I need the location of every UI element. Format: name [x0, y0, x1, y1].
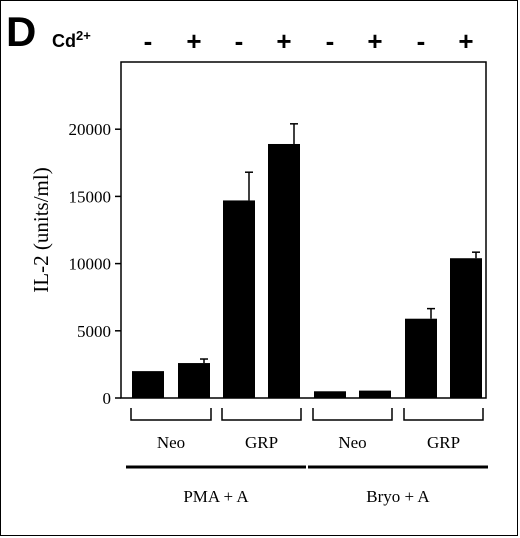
y-tick-label: 15000 — [69, 187, 112, 206]
bar — [405, 318, 437, 398]
bar — [268, 143, 300, 398]
bar — [314, 391, 346, 398]
cell-group-bracket — [403, 408, 484, 421]
cadmium-minus: - — [417, 26, 426, 56]
cadmium-minus: - — [326, 26, 335, 56]
bar — [178, 363, 210, 398]
cadmium-minus: - — [235, 26, 244, 56]
cadmium-label-superscript: 2+ — [76, 28, 91, 43]
cadmium-minus: - — [144, 26, 153, 56]
cell-group-bracket — [221, 408, 302, 421]
y-tick-label: 0 — [103, 389, 112, 408]
bar — [450, 258, 482, 398]
plot-area — [120, 61, 487, 399]
y-tick-label: 5000 — [77, 322, 111, 341]
cell-group-bracket — [312, 408, 393, 421]
cadmium-label: Cd2+ — [52, 28, 91, 51]
cadmium-plus: + — [367, 26, 382, 56]
cadmium-plus: + — [276, 26, 291, 56]
stimulation-group-label: Bryo + A — [366, 487, 430, 506]
y-tick-label: 10000 — [69, 255, 112, 274]
stimulation-group-label: PMA + A — [183, 487, 249, 506]
cell-group-label: Neo — [338, 433, 366, 452]
cell-group-bracket — [130, 408, 212, 421]
y-axis-label: IL-2 (units/ml) — [29, 167, 53, 292]
cell-group-label: GRP — [245, 433, 278, 452]
cell-group-label: GRP — [427, 433, 460, 452]
cadmium-plus: + — [186, 26, 201, 56]
bar — [359, 390, 391, 398]
panel-label: D — [6, 8, 36, 55]
cadmium-label-base: Cd — [52, 31, 76, 51]
cadmium-plus: + — [458, 26, 473, 56]
bar — [223, 200, 255, 398]
bar — [132, 371, 164, 398]
cell-group-label: Neo — [157, 433, 185, 452]
y-tick-label: 20000 — [69, 120, 112, 139]
